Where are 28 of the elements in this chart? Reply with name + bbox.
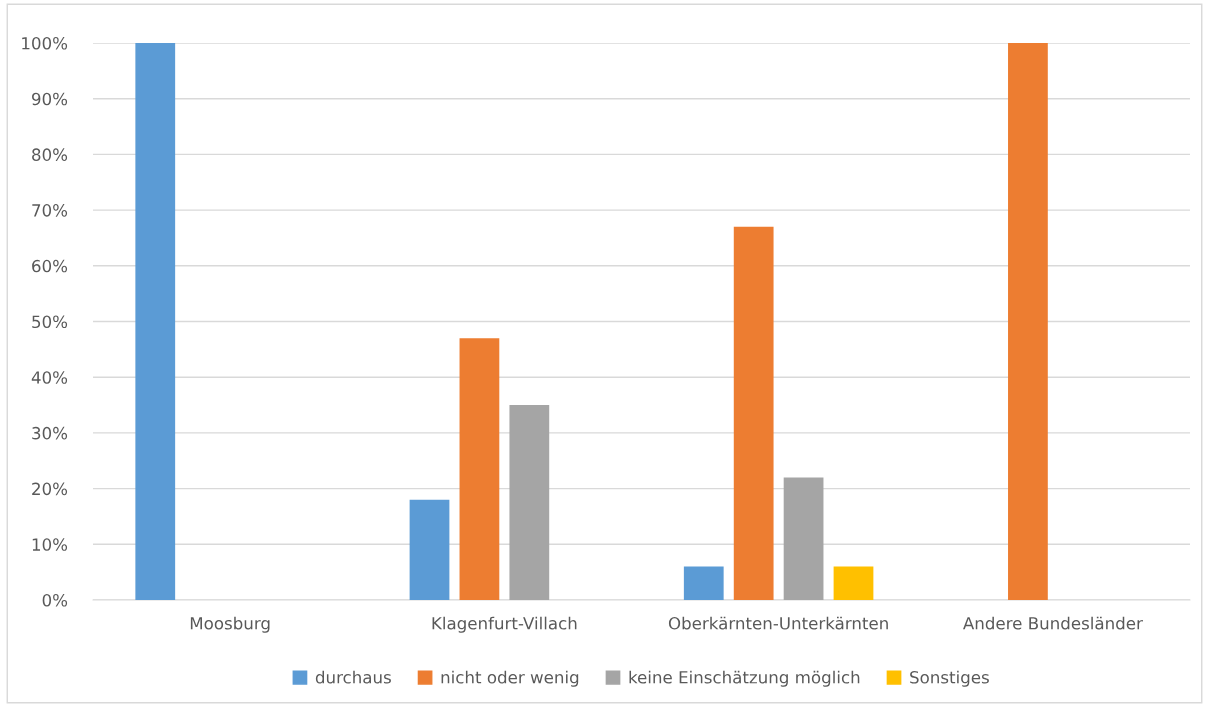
x-tick-label: Moosburg bbox=[190, 616, 270, 633]
y-tick-label: 60% bbox=[32, 259, 68, 273]
bar bbox=[1008, 43, 1048, 600]
y-tick-label: 70% bbox=[32, 204, 68, 217]
bar bbox=[833, 566, 874, 600]
y-tick-label: 20% bbox=[32, 482, 68, 496]
y-tick-label: 0% bbox=[42, 593, 68, 607]
bar bbox=[459, 338, 500, 600]
bar bbox=[733, 226, 774, 600]
x-tick-label: Oberkärnten-Unterkärnten bbox=[668, 616, 888, 630]
legend-label: nicht oder wenig bbox=[441, 670, 579, 687]
x-tick-label: Andere Bundesländer bbox=[963, 616, 1143, 630]
legend-label: keine Einschätzung möglich bbox=[629, 670, 860, 687]
y-tick-label: 90% bbox=[32, 92, 68, 106]
y-tick-label: 10% bbox=[32, 538, 68, 551]
bar bbox=[509, 405, 550, 600]
bar bbox=[135, 43, 176, 600]
bar bbox=[683, 566, 724, 600]
bar bbox=[409, 499, 450, 600]
y-tick-label: 80% bbox=[32, 148, 68, 161]
y-tick-label: 50% bbox=[32, 315, 68, 329]
legend-label: durchaus bbox=[315, 670, 391, 684]
bar bbox=[783, 477, 824, 600]
y-tick-label: 30% bbox=[32, 426, 68, 440]
y-tick-label: 40% bbox=[31, 371, 68, 384]
legend-label: Sonstiges bbox=[910, 670, 989, 687]
x-tick-label: Klagenfurt-Villach bbox=[432, 616, 577, 633]
y-tick-label: 100% bbox=[22, 36, 68, 50]
